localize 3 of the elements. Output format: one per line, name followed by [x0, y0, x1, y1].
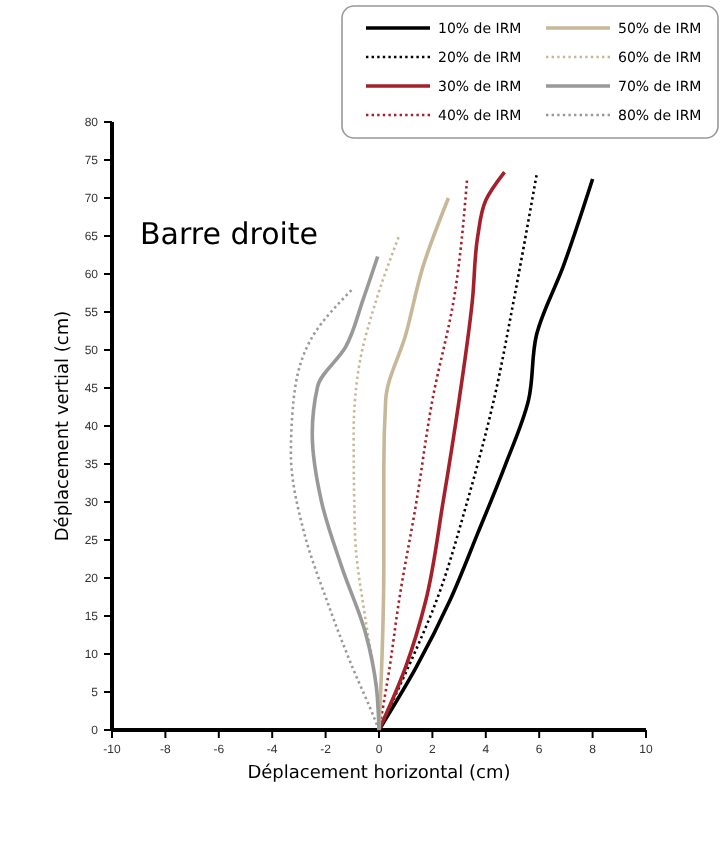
y-axis-title: Déplacement vertial (cm)	[52, 310, 74, 542]
text: Barre droite	[140, 215, 319, 252]
x-axis-title: Déplacement horizontal (cm)	[247, 762, 511, 784]
